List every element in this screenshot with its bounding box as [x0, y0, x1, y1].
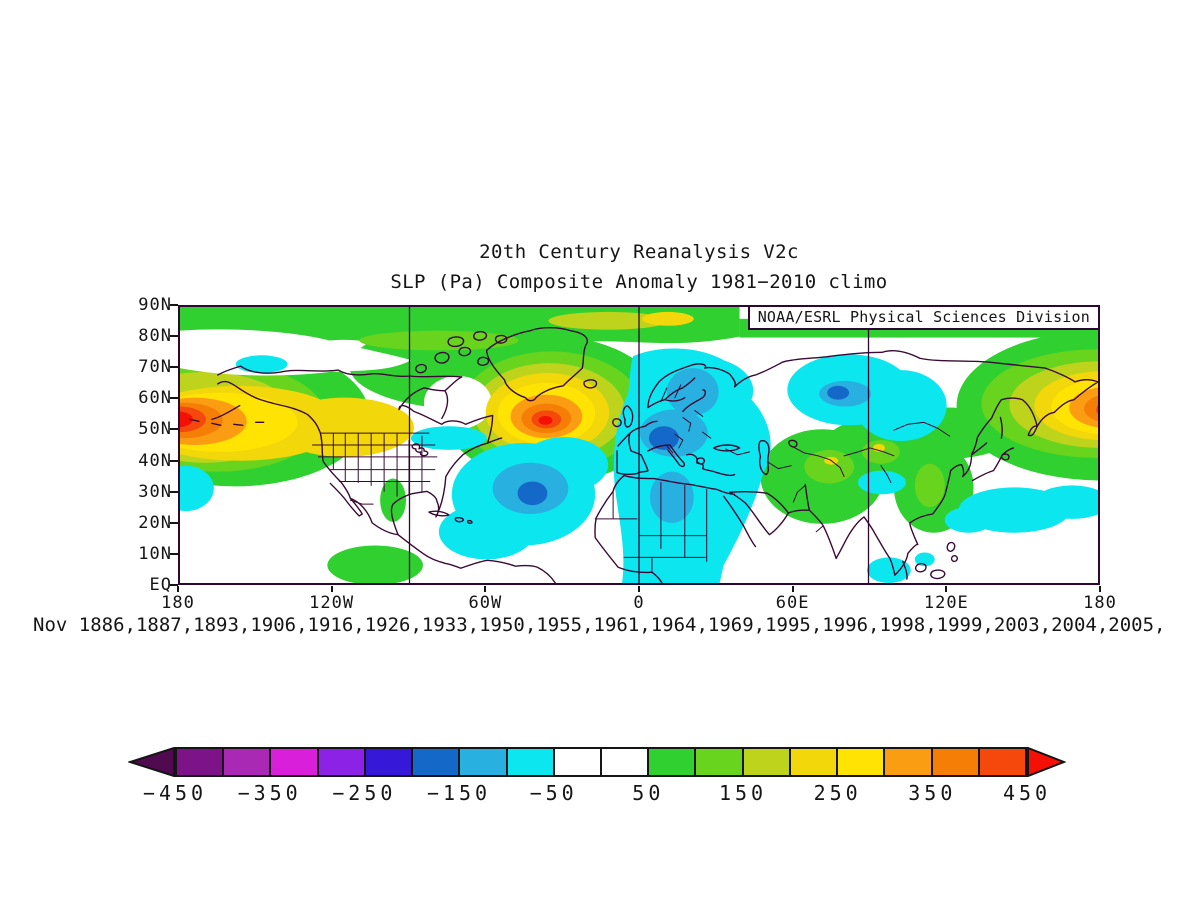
lon-tick-label: 180 — [161, 593, 195, 613]
lat-tick-mark — [170, 304, 178, 306]
lat-tick-mark — [170, 583, 178, 586]
lat-tick-label: 80N — [138, 326, 172, 347]
lon-tick-label: 60W — [468, 593, 503, 613]
colorbar-cell — [647, 749, 695, 775]
colorbar-cell — [883, 749, 931, 775]
anomaly-fill-layer — [180, 307, 1098, 583]
lat-tick-label: 50N — [138, 419, 172, 440]
lat-tick-label: EQ — [149, 574, 172, 595]
colorbar-cell — [836, 749, 884, 775]
plot-title: 20th Century Reanalysis V2c — [479, 241, 799, 263]
lat-tick-label: 10N — [138, 543, 172, 564]
coastlines-layer — [189, 327, 1098, 583]
lat-tick-mark — [170, 552, 178, 555]
lat-tick-label: 20N — [138, 512, 172, 533]
country-borders-path — [311, 384, 951, 573]
lat-tick-mark — [170, 335, 178, 338]
lat-tick-mark — [170, 397, 178, 400]
composite-years-caption: Nov 1886,1887,1893,1906,1916,1926,1933,1… — [33, 614, 1166, 636]
left-arrow-shape — [128, 747, 175, 777]
lon-tick-label: 60E — [775, 593, 810, 613]
colorbar-cell — [552, 749, 600, 775]
map-frame: NOAA/ESRL Physical Sciences Division — [178, 305, 1100, 585]
colorbar-tick-label: 350 — [908, 781, 957, 805]
right-arrow-shape — [1027, 747, 1066, 777]
lon-tick-mark — [1099, 586, 1101, 592]
lon-tick-mark — [945, 586, 948, 592]
lon-tick-mark — [177, 586, 179, 592]
lat-tick-label: 40N — [138, 450, 172, 471]
colorbar-tick-label: −350 — [237, 781, 302, 805]
anomaly-map-svg — [180, 307, 1098, 583]
meridian-gridlines — [408, 307, 870, 583]
lon-tick-mark — [484, 586, 487, 592]
colorbar-cell — [505, 749, 553, 775]
colorbar-cell — [316, 749, 364, 775]
lat-tick-mark — [170, 428, 178, 431]
colorbar-tick-label: 450 — [1002, 781, 1052, 805]
lon-tick-mark — [330, 586, 333, 592]
lon-tick-label: 120E — [923, 593, 969, 613]
colorbar-cell — [788, 749, 837, 775]
colorbar-cell — [177, 749, 223, 775]
colorbar-legend: −450 −350 −250 −150 −50 50 150 250 350 450 — [128, 747, 1068, 811]
colorbar-cell — [741, 749, 789, 775]
colorbar-cell — [411, 749, 459, 775]
colorbar-tick-label: −450 — [142, 781, 208, 805]
noaa-watermark: NOAA/ESRL Physical Sciences Division — [747, 305, 1100, 330]
colorbar-cell — [694, 749, 742, 775]
lat-tick-mark — [170, 366, 178, 369]
lat-tick-label: 60N — [138, 388, 172, 409]
lon-tick-label: 120W — [309, 593, 355, 613]
colorbar-cell — [363, 749, 412, 775]
colorbar-cell — [269, 749, 317, 775]
plot-subtitle: SLP (Pa) Composite Anomaly 1981−2010 cli… — [390, 271, 888, 293]
colorbar-cell — [458, 749, 506, 775]
colorbar-cell — [977, 749, 1025, 775]
lon-tick-label: 180 — [1083, 593, 1117, 613]
lat-tick-label: 30N — [138, 481, 172, 502]
coastline-path — [189, 327, 1098, 583]
lat-tick-mark — [170, 521, 178, 524]
colorbar-tick-label: 250 — [813, 781, 862, 805]
lat-tick-mark — [170, 459, 178, 462]
colorbar-tick-label: −250 — [332, 781, 397, 805]
lat-tick-mark — [170, 490, 178, 493]
colorbar-tick-label: 50 — [632, 781, 665, 805]
lon-tick-label: 0 — [633, 593, 645, 613]
lon-tick-mark — [791, 586, 794, 592]
colorbar-tick-label: −50 — [529, 781, 578, 805]
colorbar-cell — [930, 749, 978, 775]
lat-tick-label: 70N — [138, 357, 172, 378]
colorbar-cell — [599, 749, 648, 775]
colorbar-cell — [222, 749, 270, 775]
colorbar-tick-label: 150 — [718, 781, 768, 805]
lat-tick-label: 90N — [138, 295, 172, 315]
colorbar-tick-label: −150 — [426, 781, 492, 805]
colorbar-right-arrow — [1027, 747, 1066, 777]
colorbar-left-arrow — [128, 747, 175, 777]
colorbar-cells — [175, 747, 1027, 777]
lon-tick-mark — [638, 586, 640, 592]
